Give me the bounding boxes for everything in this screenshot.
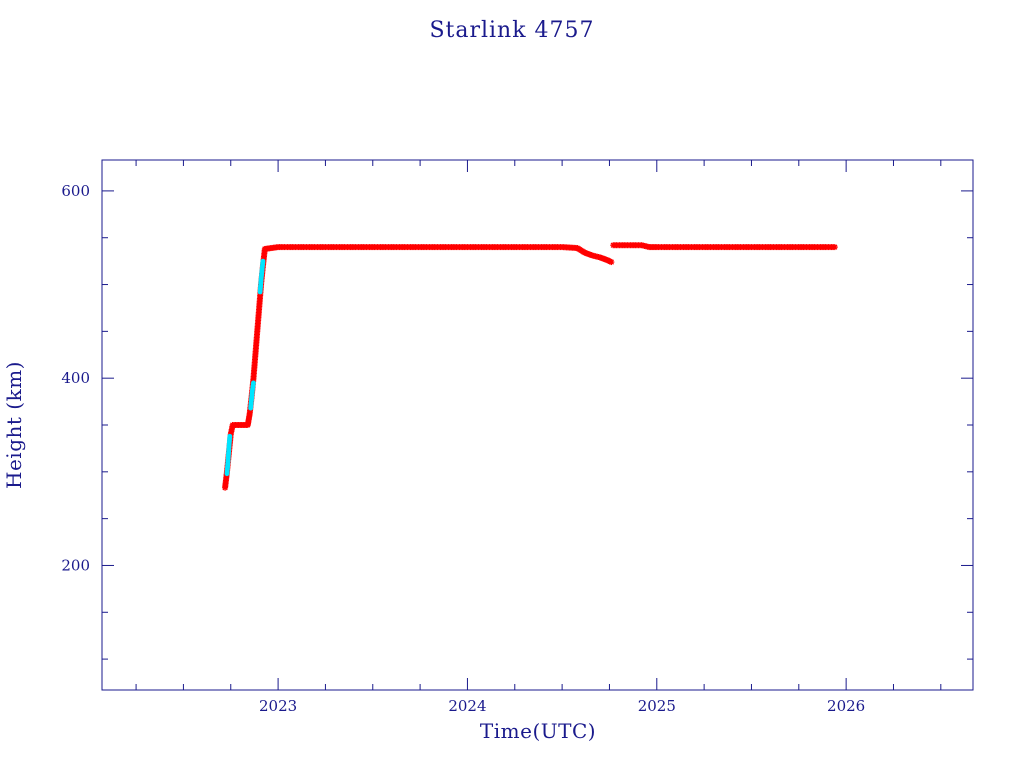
y-tick-label: 600	[61, 182, 90, 200]
series-1	[224, 258, 266, 477]
data-point	[260, 258, 266, 264]
data-point	[251, 380, 256, 386]
x-axis-label: Time(UTC)	[480, 719, 596, 743]
data-marks	[222, 242, 838, 491]
x-tick-label: 2026	[827, 697, 865, 715]
y-tick-label: 400	[61, 369, 90, 387]
series-0	[222, 242, 838, 491]
y-tick-label: 200	[61, 556, 90, 574]
axis-ticks	[102, 160, 973, 690]
x-tick-label: 2025	[638, 697, 676, 715]
data-point	[608, 259, 615, 266]
x-tick-label: 2023	[259, 697, 297, 715]
axis-tick-labels: 2023 2024 2025 2026 200 400 600	[61, 182, 865, 715]
y-axis-label: Height (km)	[2, 361, 26, 489]
chart-title: Starlink 4757	[429, 18, 594, 43]
data-point	[831, 244, 838, 251]
x-tick-label: 2024	[448, 697, 486, 715]
data-point	[227, 433, 233, 439]
